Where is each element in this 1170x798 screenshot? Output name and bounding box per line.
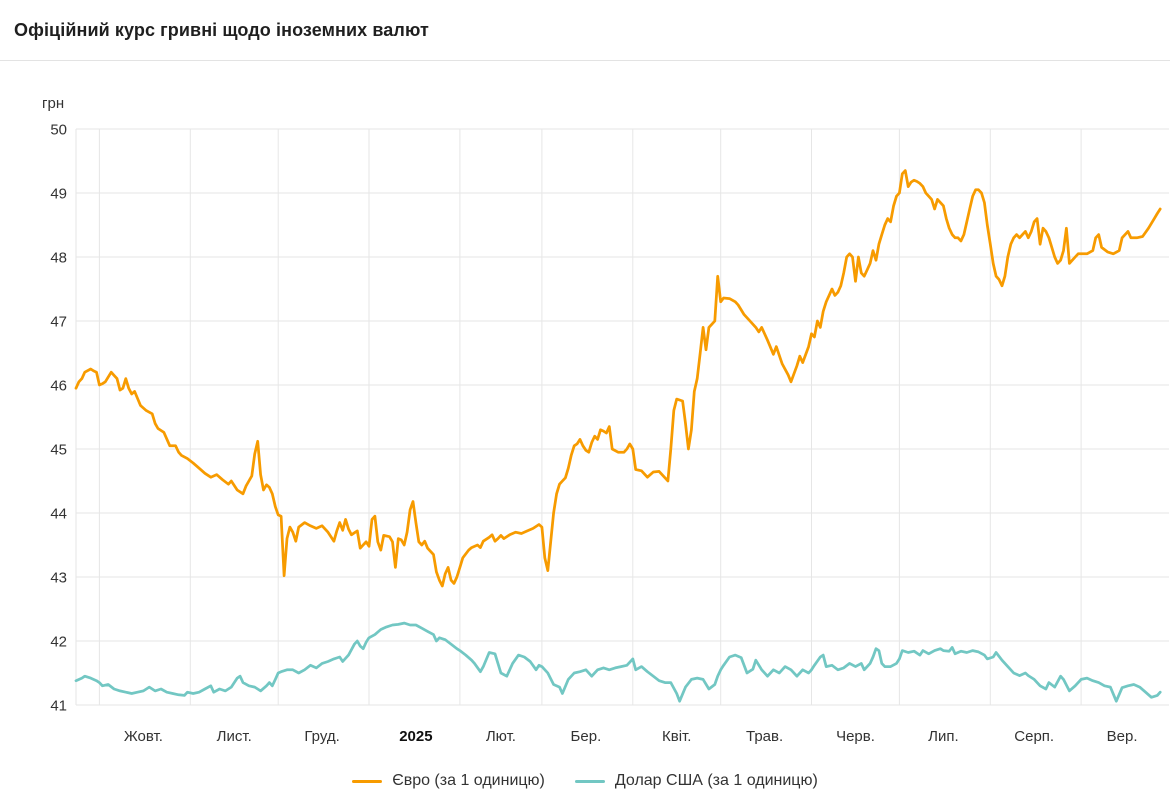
euro-line-swatch [352, 779, 383, 783]
chart-legend: Євро (за 1 одиницю) Долар США (за 1 один… [0, 772, 1170, 790]
legend-item-usd[interactable]: Долар США (за 1 одиницю) [574, 772, 818, 790]
x-tick-label: Груд. [304, 728, 339, 745]
y-tick-label: 43 [50, 570, 67, 587]
x-tick-label: Лист. [217, 728, 252, 745]
x-tick-label: Серп. [1014, 728, 1054, 745]
y-tick-label: 48 [50, 250, 67, 267]
x-tick-label: Бер. [571, 728, 602, 745]
usd-line-swatch [574, 779, 605, 783]
legend-label-euro: Євро (за 1 одиницю) [392, 772, 545, 789]
y-tick-label: 42 [50, 634, 67, 651]
usd-series-line [74, 621, 1162, 703]
legend-label-usd: Долар США (за 1 одиницю) [614, 772, 818, 789]
y-tick-label: 41 [50, 698, 67, 715]
x-tick-label: Вер. [1107, 728, 1138, 745]
y-tick-label: 45 [50, 442, 67, 459]
x-tick-label: 2025 [399, 728, 432, 745]
x-tick-label: Трав. [746, 728, 783, 745]
y-axis-unit-label: грн [42, 95, 65, 112]
chart-container: грн 50 49 48 47 46 45 44 43 42 41 Жовт. Лист. Груд. 2… [0, 61, 1170, 798]
page-title: Офіційний курс гривні щодо іноземних вал… [14, 19, 429, 40]
x-tick-label: Квіт. [662, 728, 691, 745]
y-tick-label: 49 [50, 186, 67, 203]
x-tick-label: Лют. [486, 728, 516, 745]
y-tick-label: 47 [50, 314, 67, 331]
euro-series-line [74, 169, 1162, 588]
x-tick-label: Лип. [928, 728, 959, 745]
x-tick-label: Черв. [836, 728, 875, 745]
y-tick-label: 44 [50, 506, 67, 523]
y-tick-label: 50 [50, 122, 67, 139]
x-tick-label: Жовт. [124, 728, 163, 745]
page-header: Офіційний курс гривні щодо іноземних вал… [0, 0, 1170, 61]
y-tick-label: 46 [50, 378, 67, 395]
legend-item-euro[interactable]: Євро (за 1 одиницю) [352, 772, 545, 790]
chart-canvas[interactable]: 50 49 48 47 46 45 44 43 42 41 Жовт. Лист. Груд. 2025 Л… [0, 61, 1170, 798]
